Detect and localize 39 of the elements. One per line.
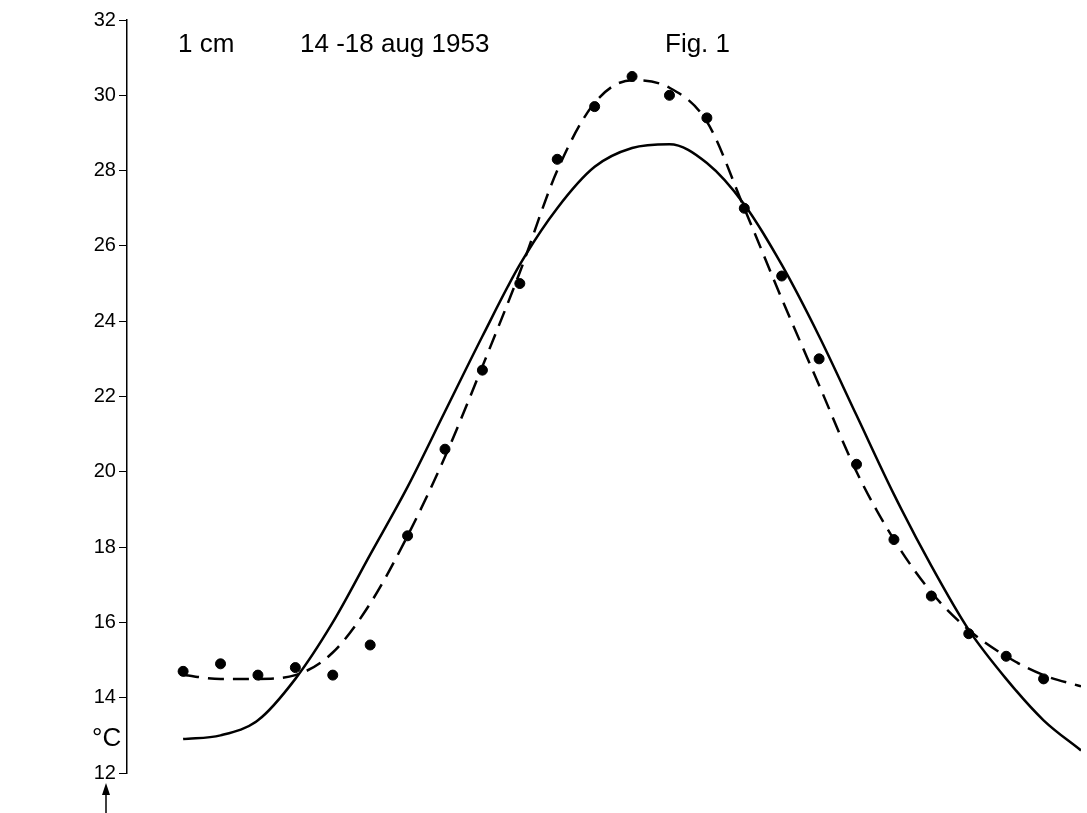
point bbox=[626, 70, 638, 82]
point bbox=[776, 270, 788, 282]
point bbox=[252, 669, 264, 681]
point bbox=[215, 658, 227, 670]
y-tick-label: 26 bbox=[93, 233, 116, 256]
y-tick-label: 16 bbox=[93, 609, 116, 632]
y-tick-label: 28 bbox=[93, 158, 116, 181]
point bbox=[888, 534, 900, 546]
point bbox=[1038, 673, 1050, 685]
y-tick-label: 18 bbox=[93, 534, 116, 557]
point bbox=[289, 662, 301, 674]
point bbox=[177, 665, 189, 677]
annotation: Fig. 1 bbox=[665, 28, 731, 59]
point bbox=[663, 89, 675, 101]
annotation: 1 cm bbox=[178, 28, 235, 59]
point bbox=[738, 202, 750, 214]
point bbox=[551, 153, 563, 165]
y-tick-label: 12 bbox=[93, 760, 116, 783]
y-tick-label: 30 bbox=[93, 82, 116, 105]
y-tick-label: 14 bbox=[93, 685, 116, 708]
point bbox=[701, 112, 713, 124]
point bbox=[925, 590, 937, 602]
point bbox=[813, 353, 825, 365]
point bbox=[476, 364, 488, 376]
y-axis-title: °C bbox=[92, 722, 122, 753]
point bbox=[514, 278, 526, 290]
point bbox=[402, 530, 414, 542]
point bbox=[851, 458, 863, 470]
point bbox=[589, 101, 601, 113]
y-tick-label: 24 bbox=[93, 308, 116, 331]
point bbox=[1000, 650, 1012, 662]
y-tick-label: 32 bbox=[93, 7, 116, 30]
point bbox=[439, 443, 451, 455]
point bbox=[963, 628, 975, 640]
point bbox=[327, 669, 339, 681]
point bbox=[364, 639, 376, 651]
y-tick-label: 22 bbox=[93, 384, 116, 407]
y-tick-label: 20 bbox=[93, 459, 116, 482]
annotation: 14 -18 aug 1953 bbox=[300, 28, 490, 59]
